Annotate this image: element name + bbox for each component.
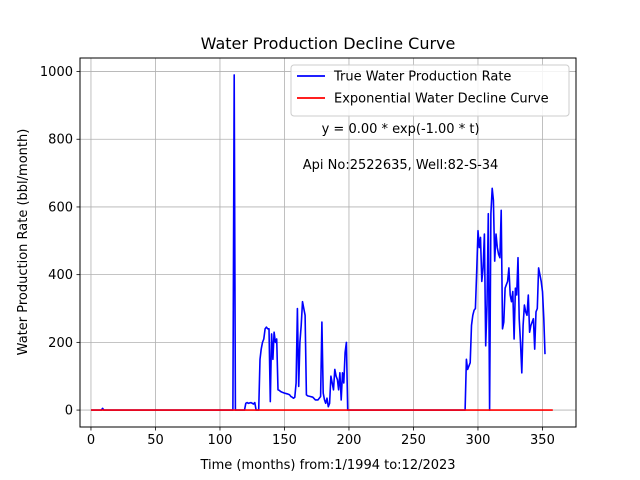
x-tick-label: 100 xyxy=(208,433,233,448)
legend-label-1: True Water Production Rate xyxy=(333,70,511,85)
y-tick-label: 600 xyxy=(48,200,73,215)
x-tick-label: 200 xyxy=(337,433,362,448)
x-tick-label: 50 xyxy=(147,433,164,448)
legend-label-2: Exponential Water Decline Curve xyxy=(334,92,549,107)
x-tick-label: 250 xyxy=(401,433,426,448)
x-tick-label: 0 xyxy=(87,433,95,448)
legend-box xyxy=(290,64,570,117)
y-tick-label: 200 xyxy=(48,336,73,351)
legend: True Water Production Rate Exponential Wa… xyxy=(290,64,570,117)
y-axis-ticks: 0 200 400 600 800 1000 xyxy=(40,65,80,419)
annotations: y = 0.00 * exp(-1.00 * t) Api No:2522635,… xyxy=(303,122,499,173)
annotation-1: y = 0.00 * exp(-1.00 * t) xyxy=(322,122,480,137)
y-tick-label: 400 xyxy=(48,268,73,283)
x-axis-label: Time (months) from:1/1994 to:12/2023 xyxy=(199,458,455,473)
y-tick-label: 1000 xyxy=(40,65,73,80)
x-tick-label: 300 xyxy=(466,433,491,448)
plot-frame xyxy=(79,57,577,428)
y-tick-label: 0 xyxy=(65,404,73,419)
series-line-1 xyxy=(91,74,546,411)
annotation-2: Api No:2522635, Well:82-S-34 xyxy=(303,158,499,173)
plot-series xyxy=(91,74,553,411)
y-tick-label: 800 xyxy=(48,133,73,148)
y-axis-label: Water Production Rate (bbl/month) xyxy=(16,129,31,356)
chart-title: Water Production Decline Curve xyxy=(201,34,456,53)
x-tick-label: 350 xyxy=(530,433,555,448)
x-tick-label: 150 xyxy=(272,433,297,448)
x-axis-ticks: 0 50 100 150 200 250 300 350 xyxy=(87,427,555,448)
